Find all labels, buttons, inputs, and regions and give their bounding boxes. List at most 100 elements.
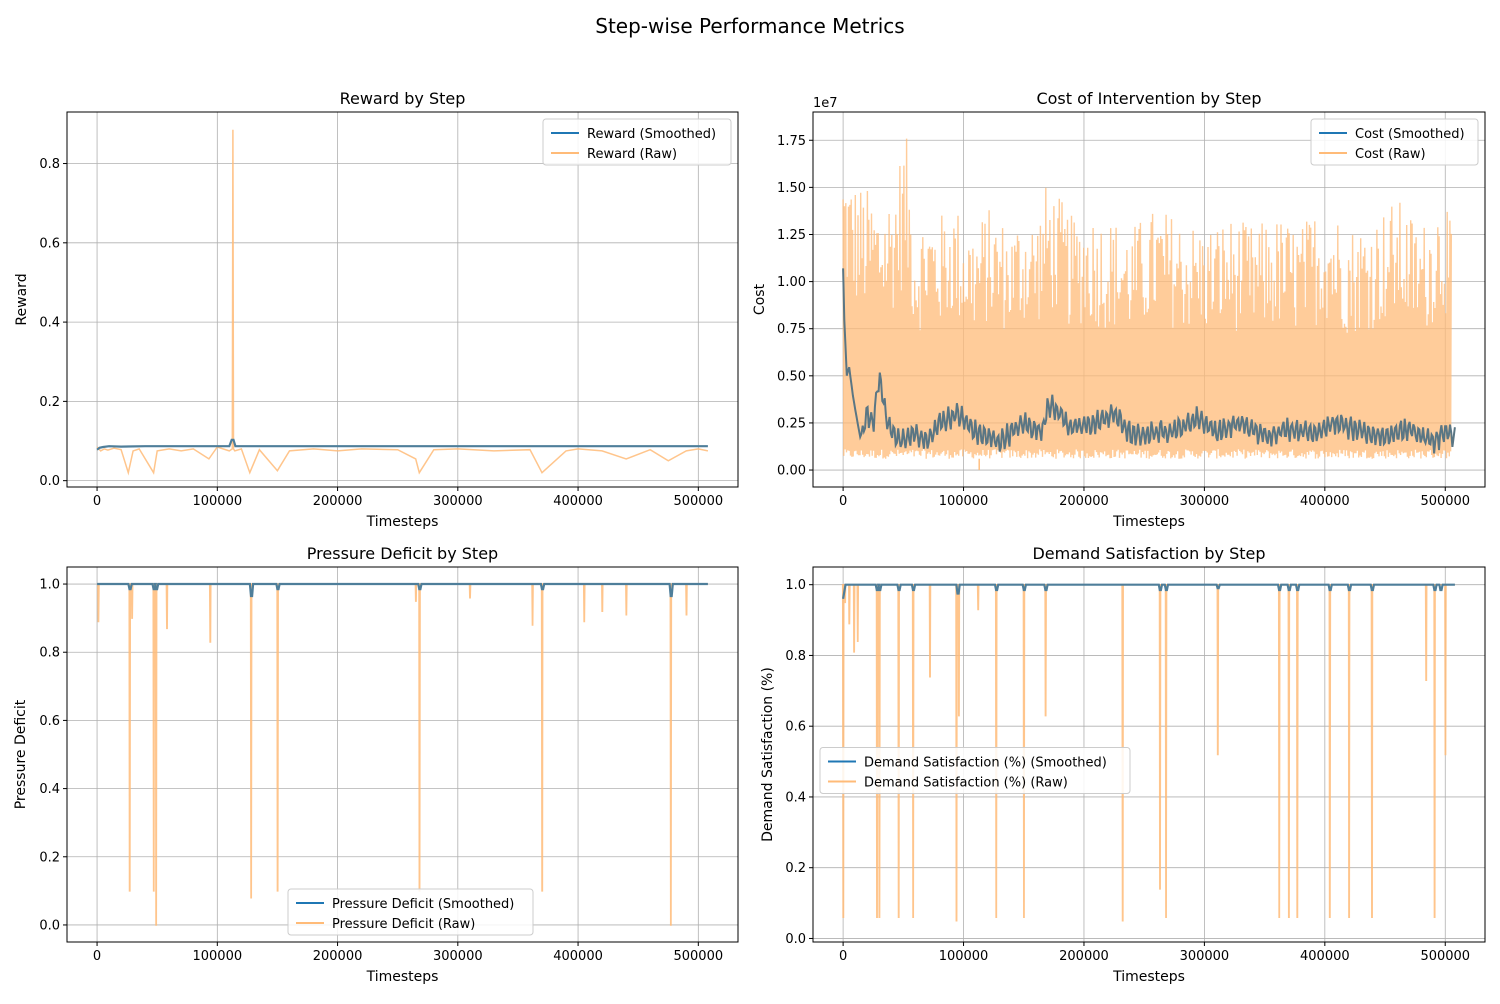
- y-tick-label: 0.0: [39, 474, 60, 489]
- plot-area: [842, 138, 1456, 471]
- x-tick-label: 200000: [313, 949, 363, 964]
- chart-panel-4: 0 100000 200000 300000 400000 500000 0.0 0.2 0.4…: [760, 544, 1486, 985]
- y-tick-label: 0.6: [39, 236, 60, 251]
- y-axis-label: Demand Satisfaction (%): [760, 667, 776, 842]
- y-tick-label: 0.6: [785, 720, 806, 735]
- legend-label: Cost (Smoothed): [1355, 127, 1465, 142]
- raw-series-line: [842, 138, 1452, 459]
- legend-label: Demand Satisfaction (%) (Smoothed): [864, 756, 1107, 771]
- y-tick-label: 1.0: [785, 578, 806, 593]
- legend-box: [542, 118, 732, 166]
- y-tick-label: 0.6: [39, 714, 60, 729]
- y-tick-label: 0.4: [39, 782, 60, 797]
- x-tick-label: 500000: [1420, 494, 1470, 509]
- legend-label: Cost (Raw): [1355, 147, 1426, 162]
- y-axis-label: Cost: [752, 283, 768, 315]
- x-tick-label: 400000: [1300, 949, 1350, 964]
- legend: Demand Satisfaction (%) (Smoothed) Demand…: [819, 747, 1131, 794]
- y-tick-label: 0.2: [39, 395, 60, 410]
- figure-title: Step-wise Performance Metrics: [595, 14, 905, 38]
- legend-label: Pressure Deficit (Smoothed): [332, 897, 514, 912]
- x-tick-label: 400000: [553, 494, 603, 509]
- x-tick-label: 0: [93, 494, 101, 509]
- y-tick-label: 0.4: [785, 790, 806, 805]
- x-axis-label: Timesteps: [366, 514, 439, 530]
- x-tick-label: 0: [839, 949, 847, 964]
- legend-label: Pressure Deficit (Raw): [332, 917, 475, 932]
- x-axis-label: Timesteps: [366, 969, 439, 985]
- y-tick-label: 0.25: [777, 416, 806, 431]
- y-tick-label: 0.0: [785, 932, 806, 947]
- legend: Cost (Smoothed) Cost (Raw): [1310, 118, 1479, 166]
- x-axis-label: Timesteps: [1112, 969, 1185, 985]
- x-tick-label: 300000: [1180, 949, 1230, 964]
- plot-area: [841, 583, 1455, 922]
- legend-label: Reward (Raw): [587, 147, 677, 162]
- x-tick-label: 200000: [313, 494, 363, 509]
- x-tick-label: 100000: [192, 949, 242, 964]
- y-tick-label: 0.00: [777, 464, 806, 479]
- axes-frame: [812, 111, 1486, 488]
- smoothed-series-line: [96, 438, 708, 451]
- x-tick-label: 0: [839, 494, 847, 509]
- legend-box: [1310, 118, 1479, 166]
- raw-series-line: [97, 583, 708, 926]
- legend-box: [287, 888, 534, 936]
- x-tick-label: 400000: [553, 949, 603, 964]
- axes-frame: [66, 111, 739, 488]
- y-tick-label: 1.50: [777, 181, 806, 196]
- axes-frame: [66, 566, 739, 943]
- raw-series-line: [96, 129, 709, 476]
- y-tick-label: 0.2: [39, 850, 60, 865]
- y-tick-label: 1.25: [777, 228, 806, 243]
- x-tick-label: 100000: [939, 494, 989, 509]
- chart-title: Reward by Step: [340, 89, 466, 108]
- chart-panel-2: 0 100000 200000 300000 400000 500000 0.00 0.25 0…: [752, 89, 1486, 530]
- x-tick-label: 200000: [1059, 494, 1109, 509]
- x-tick-label: 400000: [1300, 494, 1350, 509]
- x-tick-label: 500000: [1420, 949, 1470, 964]
- chart-title: Pressure Deficit by Step: [307, 544, 498, 563]
- chart-title: Demand Satisfaction by Step: [1032, 544, 1265, 563]
- y-axis-label: Pressure Deficit: [13, 699, 29, 809]
- legend-label: Demand Satisfaction (%) (Raw): [864, 776, 1068, 791]
- plot-area: [97, 582, 708, 926]
- x-tick-label: 300000: [433, 949, 483, 964]
- legend: Reward (Smoothed) Reward (Raw): [542, 118, 732, 166]
- y-tick-label: 0.8: [39, 646, 60, 661]
- legend-box: [819, 747, 1131, 794]
- x-tick-label: 300000: [1180, 494, 1230, 509]
- y-axis-label: Reward: [14, 273, 30, 325]
- x-tick-label: 100000: [192, 494, 242, 509]
- x-tick-label: 100000: [939, 949, 989, 964]
- y-tick-label: 0.2: [785, 861, 806, 876]
- x-tick-label: 500000: [673, 494, 723, 509]
- y-tick-label: 0.50: [777, 369, 806, 384]
- gridlines: [67, 112, 738, 487]
- smoothed-series-line: [842, 268, 1456, 454]
- chart-title: Cost of Intervention by Step: [1036, 89, 1261, 108]
- y-tick-label: 0.8: [785, 649, 806, 664]
- y-tick-label: 0.75: [777, 322, 806, 337]
- y-tick-label: 0.0: [39, 918, 60, 933]
- smoothed-series-line: [842, 583, 1455, 599]
- y-tick-label: 1.0: [39, 578, 60, 593]
- raw-series-line: [841, 583, 1455, 922]
- smoothed-series-line: [97, 582, 708, 598]
- x-tick-label: 300000: [433, 494, 483, 509]
- y-tick-label: 0.4: [39, 316, 60, 331]
- x-tick-label: 0: [93, 949, 101, 964]
- y-tick-label: 1.75: [777, 134, 806, 149]
- x-tick-label: 500000: [673, 949, 723, 964]
- legend: Pressure Deficit (Smoothed) Pressure Defi…: [287, 888, 534, 936]
- chart-panel-3: 0 100000 200000 300000 400000 500000 0.0 0.2 0.4…: [13, 544, 739, 985]
- x-axis-label: Timesteps: [1112, 514, 1185, 530]
- chart-panel-1: 0 100000 200000 300000 400000 500000 0.0 0.2 0.4…: [14, 89, 739, 530]
- x-tick-label: 200000: [1059, 949, 1109, 964]
- axes-frame: [812, 566, 1486, 943]
- y-offset-label: 1e7: [813, 96, 838, 111]
- y-tick-label: 0.8: [39, 157, 60, 172]
- plot-area: [96, 129, 709, 476]
